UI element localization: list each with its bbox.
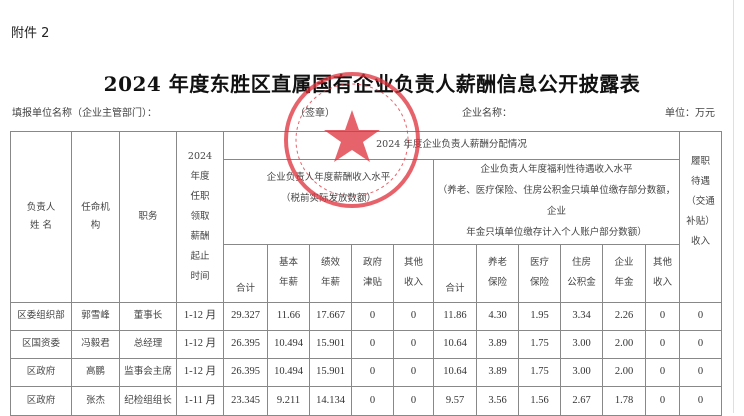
table-cell: 10.494 [267, 329, 310, 359]
header-salary-group: 企业负责人年度薪酬收入水平 （税前实际发放数额） [223, 159, 434, 245]
table-cell: 0 [393, 385, 434, 416]
table-cell: 0 [645, 301, 680, 331]
table-cell: 15.901 [309, 357, 352, 387]
table-cell: 2.00 [602, 329, 646, 359]
header-medical: 医疗 保险 [518, 243, 561, 303]
table-row: 区政府 张杰 纪检组组长 1-11 月 23.345 9.211 14.134 0 0 9.57 3… [10, 385, 722, 416]
table-cell: 9.57 [433, 385, 477, 416]
table-cell: 9.211 [267, 385, 310, 416]
table-row: 区政府 高鹏 监事会主席 1-12 月 26.395 10.494 15.901 0 0 10.6… [10, 357, 722, 387]
table-cell: 2.00 [602, 357, 646, 387]
table-cell: 0 [351, 329, 394, 359]
seal-note: （签章） [295, 108, 335, 119]
header-welfare-group: 企业负责人年度福利性待遇收入水平 （养老、医疗保险、住房公积金只填单位缴存部分数… [433, 159, 680, 245]
table-cell: 0 [645, 385, 680, 416]
company-name-label: 企业名称： [462, 108, 512, 119]
table-cell: 1-11 月 [176, 385, 224, 416]
table-cell: 1.75 [518, 329, 561, 359]
table-cell: 11.86 [433, 301, 477, 331]
attachment-label: 附件 2 [11, 26, 50, 41]
table-cell: 0 [393, 301, 434, 331]
table-cell: 0 [351, 301, 394, 331]
header-distribution-group: 2024 年度企业负责人薪酬分配情况 [223, 131, 680, 160]
header-pension: 养老 保险 [476, 243, 519, 303]
table-cell: 0 [679, 357, 722, 387]
table-cell: 冯毅君 [71, 329, 120, 359]
table-cell: 0 [679, 329, 722, 359]
table-cell: 3.56 [476, 385, 519, 416]
header-enterprise-annuity: 企业 年金 [602, 243, 646, 303]
table-cell: 1-12 月 [176, 357, 224, 387]
header-position: 职务 [119, 131, 177, 303]
table-cell: 23.345 [223, 385, 268, 416]
header-duty-income: 履职 待遇 （交通 补贴） 收入 [679, 131, 722, 303]
header-gov-allowance: 政府 津贴 [351, 243, 394, 303]
table-cell: 1.75 [518, 357, 561, 387]
table-cell: 0 [393, 329, 434, 359]
table-cell: 0 [351, 357, 394, 387]
header-welfare-total: 合计 [433, 243, 477, 303]
table-cell: 15.901 [309, 329, 352, 359]
header-basic-salary: 基本 年薪 [267, 243, 310, 303]
table-row: 区国资委 冯毅君 总经理 1-12 月 26.395 10.494 15.901 0 0 10.6… [10, 329, 722, 359]
header-performance-salary: 绩效 年薪 [309, 243, 352, 303]
unit-label: 单位：万元 [665, 108, 715, 119]
table-cell: 11.66 [267, 301, 310, 331]
table-cell: 2.26 [602, 301, 646, 331]
table-cell: 监事会主席 [119, 357, 177, 387]
salary-table: 负责人 姓 名 任命机 构 职务 2024 年度 任职 领取 薪酬 起止 时间 … [10, 131, 722, 416]
header-name: 负责人 姓 名 [10, 131, 72, 303]
scan-fold-line [733, 0, 734, 413]
table-cell: 0 [645, 329, 680, 359]
table-cell: 区委组织部 [10, 301, 72, 331]
table-cell: 10.64 [433, 357, 477, 387]
table-cell: 董事长 [119, 301, 177, 331]
table-row: 区委组织部 郭雪峰 董事长 1-12 月 29.327 11.66 17.667 0 0 11.8… [10, 301, 722, 331]
table-cell: 1-12 月 [176, 301, 224, 331]
table-cell: 29.327 [223, 301, 268, 331]
table-cell: 2.67 [560, 385, 603, 416]
header-appointing-body: 任命机 构 [71, 131, 120, 303]
table-cell: 区政府 [10, 385, 72, 416]
header-salary-other: 其他 收入 [393, 243, 434, 303]
table-cell: 1.56 [518, 385, 561, 416]
table-cell: 高鹏 [71, 357, 120, 387]
table-cell: 1.78 [602, 385, 646, 416]
table-cell: 0 [393, 357, 434, 387]
page-title: 2024 年度东胜区直属国有企业负责人薪酬信息公开披露表 [103, 72, 641, 96]
table-cell: 纪检组组长 [119, 385, 177, 416]
table-cell: 区政府 [10, 357, 72, 387]
table-cell: 1-12 月 [176, 329, 224, 359]
table-cell: 4.30 [476, 301, 519, 331]
table-cell: 3.89 [476, 329, 519, 359]
table-cell: 0 [645, 357, 680, 387]
table-cell: 区国资委 [10, 329, 72, 359]
table-cell: 14.134 [309, 385, 352, 416]
header-period: 2024 年度 任职 领取 薪酬 起止 时间 [176, 131, 224, 303]
header-welfare-other: 其他 收入 [645, 243, 680, 303]
reporting-unit-label: 填报单位名称（企业主管部门）： [12, 108, 157, 119]
table-cell: 10.64 [433, 329, 477, 359]
table-cell: 3.00 [560, 357, 603, 387]
header-salary-total: 合计 [223, 243, 268, 303]
table-cell: 张杰 [71, 385, 120, 416]
table-cell: 郭雪峰 [71, 301, 120, 331]
table-cell: 0 [351, 385, 394, 416]
table-cell: 26.395 [223, 357, 268, 387]
table-cell: 总经理 [119, 329, 177, 359]
table-cell: 10.494 [267, 357, 310, 387]
table-cell: 0 [679, 385, 722, 416]
table-cell: 3.34 [560, 301, 603, 331]
header-housing-fund: 住房 公积金 [560, 243, 603, 303]
table-cell: 17.667 [309, 301, 352, 331]
table-cell: 1.95 [518, 301, 561, 331]
table-cell: 26.395 [223, 329, 268, 359]
table-cell: 3.00 [560, 329, 603, 359]
table-cell: 0 [679, 301, 722, 331]
table-cell: 3.89 [476, 357, 519, 387]
